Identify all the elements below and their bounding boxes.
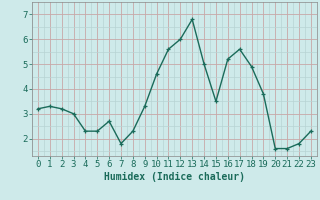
- X-axis label: Humidex (Indice chaleur): Humidex (Indice chaleur): [104, 172, 245, 182]
